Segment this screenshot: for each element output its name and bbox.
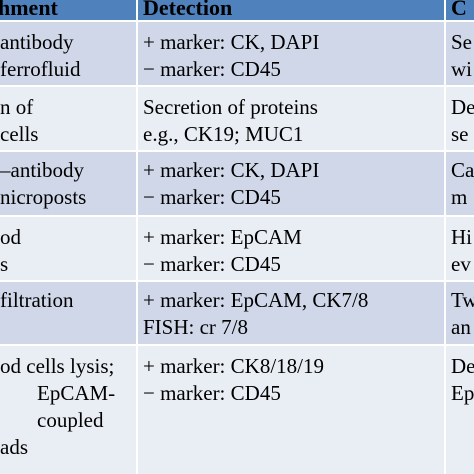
cell-line: − marker: CD45 (143, 252, 281, 276)
cell-line: Secretion of proteins (143, 95, 318, 119)
cell-line: coupled (37, 408, 104, 432)
cell-line: an (451, 315, 471, 339)
header-method-cell: hment (0, 0, 58, 20)
cell-line: –antibody (0, 158, 84, 182)
cell-line: EpCAM- (37, 381, 116, 405)
detection-cell: + marker: CK, DAPI − marker: CD45 (143, 29, 443, 83)
method-cell: n of cells (0, 94, 132, 148)
cell-line: + marker: CK, DAPI (143, 30, 320, 54)
cell-line: s (0, 252, 9, 276)
cell-line: od (0, 225, 21, 249)
comment-cell: De se (451, 94, 474, 148)
table-row: antibody ferrofluid + marker: CK, DAPI −… (0, 22, 474, 87)
detection-cell: + marker: CK, DAPI − marker: CD45 (143, 157, 443, 211)
cell-line: De (451, 354, 474, 378)
cell-line: od cells lysis; (0, 354, 115, 378)
comment-cell: Tw an (451, 287, 474, 341)
cell-line: se (451, 122, 469, 146)
table-header-row: hment Detection C (0, 0, 474, 22)
table-row: od cells lysis; EpCAM- coupled ads + mar… (0, 346, 474, 474)
cell-line: filtration (0, 288, 74, 312)
table-row: od s + marker: EpCAM − marker: CD45 Hi e… (0, 217, 474, 282)
cell-line: − marker: CD45 (143, 185, 281, 209)
table-row: –antibody nicroposts + marker: CK, DAPI … (0, 152, 474, 217)
cell-line: n of (0, 95, 34, 119)
detection-cell: + marker: CK8/18/19 − marker: CD45 (143, 353, 443, 407)
cell-line: ev (451, 252, 471, 276)
column-divider (444, 0, 446, 474)
detection-cell: + marker: EpCAM − marker: CD45 (143, 224, 443, 278)
method-cell: –antibody nicroposts (0, 157, 132, 211)
cell-line: ferrofluid (0, 57, 81, 81)
cell-line: − marker: CD45 (143, 57, 281, 81)
cell-line: Ep (451, 381, 474, 405)
header-detection-cell: Detection (143, 0, 233, 20)
comment-cell: De Ep (451, 353, 474, 407)
cell-line: FISH: cr 7/8 (143, 315, 248, 339)
cell-line: + marker: EpCAM, CK7/8 (143, 288, 369, 312)
table-row: filtration + marker: EpCAM, CK7/8 FISH: … (0, 282, 474, 346)
cell-line: cells (0, 122, 39, 146)
cell-line: Se (451, 30, 472, 54)
cell-line: Tw (451, 288, 474, 312)
detection-cell: + marker: EpCAM, CK7/8 FISH: cr 7/8 (143, 287, 443, 341)
comment-cell: Hi ev (451, 224, 474, 278)
method-cell: od cells lysis; EpCAM- coupled ads (0, 353, 132, 461)
cell-line: Ca (451, 158, 474, 182)
cell-line: antibody (0, 30, 74, 54)
cell-line: e.g., CK19; MUC1 (143, 122, 304, 146)
cell-line: + marker: CK8/18/19 (143, 354, 324, 378)
method-cell: od s (0, 224, 132, 278)
method-cell: filtration (0, 287, 132, 341)
cell-line: − marker: CD45 (143, 381, 281, 405)
cell-line: wi (451, 57, 472, 81)
comment-cell: Ca m (451, 157, 474, 211)
column-divider (136, 0, 138, 474)
cell-line: De (451, 95, 474, 119)
cell-line: ads (0, 435, 28, 459)
cell-line: m (451, 185, 468, 209)
cell-line (0, 314, 132, 341)
cell-line: nicroposts (0, 185, 87, 209)
cell-line: Hi (451, 225, 472, 249)
cell-line: + marker: EpCAM (143, 225, 302, 249)
comment-cell: Se wi (451, 29, 474, 83)
detection-cell: Secretion of proteins e.g., CK19; MUC1 (143, 94, 443, 148)
method-cell: antibody ferrofluid (0, 29, 132, 83)
cell-line: + marker: CK, DAPI (143, 158, 320, 182)
table-row: n of cells Secretion of proteins e.g., C… (0, 87, 474, 152)
header-comment-cell: C (451, 0, 467, 20)
